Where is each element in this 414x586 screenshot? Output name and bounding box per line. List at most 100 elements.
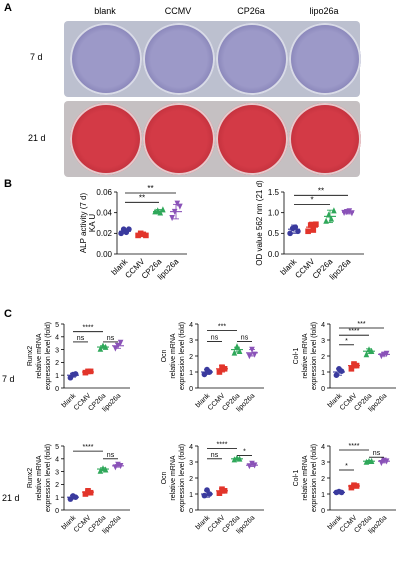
y-tick-label: 0 [321,386,325,393]
point-lipo26a [346,208,353,215]
col1-21d-chart: 0 1 2 3 4 Col-1 relative mRNA expression level … [293,443,396,535]
y-tick-label: 2 [55,360,59,367]
y-tick-label: 4 [321,444,325,451]
point-CP26a [157,209,164,216]
point-CCMV [305,228,311,235]
y-tick-label: 1 [55,495,59,502]
y-tick-label: 1 [321,370,325,377]
panel-b-letter: B [4,178,12,190]
col1-7d-chart: 0 1 2 3 4 Col-1 relative mRNA expression level … [293,321,396,413]
y-axis-label: expression level (fold) [311,322,318,390]
point-CP26a [102,466,109,473]
point-blank [72,371,79,377]
y-axis-label: Ocn [161,471,168,484]
y-axis-label: relative mRNA [36,333,43,378]
significance-label: * [310,195,313,204]
point-CCMV [143,232,149,239]
point-CCMV [216,490,223,496]
point-blank [201,371,208,378]
point-CCMV [82,491,89,497]
point-lipo26a [378,460,385,467]
significance-label: * [345,463,348,470]
y-tick-label: 0 [189,508,193,515]
y-axis-label: relative mRNA [36,455,43,500]
x-tick-label-lipo26a: lipo26a [328,257,353,282]
point-CP26a [97,467,104,474]
y-tick-label: 3 [189,338,193,345]
y-axis-label: relative mRNA [302,455,309,500]
y-axis-label: KA U [88,214,97,232]
y-axis-label: expression level (fold) [45,444,52,512]
point-lipo26a [383,458,390,465]
row-label-21d: 21 d [28,133,46,143]
y-axis-label: Runx2 [27,346,34,366]
significance-label: ns [211,452,219,459]
point-CP26a [97,345,104,352]
point-lipo26a [117,463,124,470]
y-tick-label: 3 [321,460,325,467]
point-lipo26a [112,464,119,471]
point-CCMV [87,489,94,496]
point-CCMV [221,366,228,372]
y-tick-label: 0 [189,386,193,393]
y-tick-label: 2 [189,354,193,361]
point-blank [126,226,132,232]
significance-label: **** [349,328,360,335]
point-lipo26a [177,203,183,210]
y-tick-label: 1 [55,373,59,380]
y-axis-label: ALP activity (7 d) [79,193,88,254]
y-tick-label: 0.04 [96,208,112,217]
point-CP26a [234,343,240,350]
y-axis-label: Runx2 [27,468,34,488]
point-blank [338,368,345,374]
point-CP26a [154,207,161,214]
ars-well-lipo26a [289,103,361,175]
point-CP26a [323,217,329,224]
significance-label: *** [218,323,226,330]
column-label-blank: blank [94,6,116,16]
significance-label: * [345,338,348,345]
point-lipo26a [174,200,181,207]
significance-label: ns [77,335,85,342]
y-tick-label: 0.02 [96,229,112,238]
significance-label: ** [147,184,153,193]
point-blank [333,372,340,378]
significance-label: **** [83,325,94,332]
significance-label: ns [107,335,115,342]
od-value-chart: 0.00.51.01.5OD value 562 nm (21 d)blankC… [255,180,364,282]
point-blank [204,487,210,493]
point-lipo26a [249,460,255,467]
point-CCMV [353,483,360,489]
significance-label: ** [139,193,145,202]
point-CCMV [310,227,317,233]
ars-well-cp26a [216,103,288,175]
significance-label: ** [318,186,324,195]
point-CP26a [363,351,370,358]
point-lipo26a [112,345,119,352]
y-tick-label: 1 [321,492,325,499]
y-axis-label: expression level (fold) [45,322,52,390]
point-blank [206,491,213,497]
point-CP26a [160,206,166,213]
column-label-ccmv: CCMV [164,6,192,16]
y-tick-label: 1 [189,492,193,499]
point-lipo26a [246,463,253,470]
significance-label: **** [217,441,228,448]
point-CP26a [236,455,243,462]
y-tick-label: 5 [55,322,59,329]
alp-well-lipo26a [289,23,361,95]
point-CP26a [231,349,238,356]
y-tick-label: 4 [189,444,193,451]
y-tick-label: 0.0 [268,250,280,259]
y-tick-label: 2 [321,354,325,361]
y-axis-label: OD value 562 nm (21 d) [255,180,264,266]
point-CP26a [368,457,375,464]
y-tick-label: 2 [321,476,325,483]
significance-label: * [243,449,246,456]
ocn-7d-chart: 0 1 2 3 4 Ocn relative mRNA expression level (f… [161,322,264,413]
point-lipo26a [349,210,355,217]
point-lipo26a [246,353,253,360]
point-CP26a [102,343,109,350]
column-label-cp26a: CP26a [237,6,265,16]
